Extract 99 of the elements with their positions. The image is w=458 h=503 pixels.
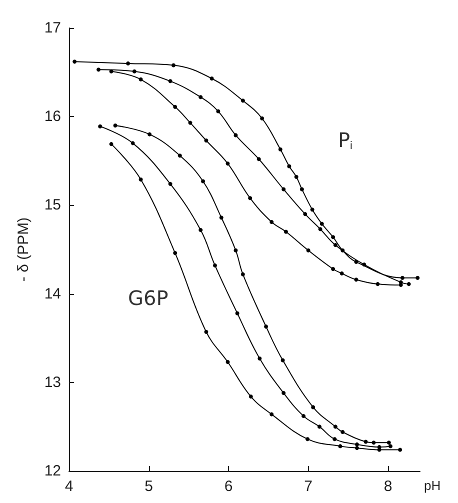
point: [306, 248, 310, 252]
point: [198, 95, 203, 100]
y-tick-label: 15: [44, 196, 61, 214]
point: [148, 132, 152, 136]
point: [320, 222, 324, 226]
point: [318, 227, 322, 232]
point: [377, 448, 382, 452]
point: [306, 437, 310, 442]
point: [235, 311, 240, 316]
y-tick-label: 16: [44, 108, 61, 126]
point: [388, 444, 392, 448]
point: [198, 228, 203, 232]
point: [333, 243, 338, 248]
point: [340, 430, 345, 434]
point: [226, 360, 230, 364]
point: [173, 104, 178, 109]
point: [226, 162, 230, 166]
point: [400, 276, 404, 280]
point: [72, 60, 77, 64]
point: [168, 79, 172, 84]
point: [204, 330, 208, 334]
point: [302, 414, 306, 418]
point: [248, 394, 253, 399]
point: [333, 424, 338, 429]
point: [126, 61, 130, 66]
point: [331, 266, 336, 271]
point: [204, 138, 208, 143]
point: [109, 142, 114, 146]
point: [130, 141, 135, 146]
x-tick-label: 4: [64, 478, 74, 495]
point: [372, 440, 376, 445]
x-tick-label: 7: [304, 478, 312, 495]
point: [376, 282, 380, 286]
point: [354, 260, 358, 264]
point: [113, 123, 118, 128]
point: [132, 69, 136, 74]
point: [172, 63, 176, 68]
point: [248, 196, 252, 200]
point: [386, 440, 391, 445]
annotation: Pi: [338, 128, 353, 152]
point: [332, 437, 337, 442]
point: [260, 116, 264, 120]
point: [258, 356, 262, 360]
y-tick-label: 14: [44, 285, 61, 302]
y-tick-label: 13: [44, 374, 61, 391]
annotation: G6P: [128, 286, 168, 310]
point: [282, 187, 286, 192]
point: [311, 405, 316, 410]
point: [256, 157, 261, 162]
point: [278, 147, 282, 152]
point: [282, 391, 286, 396]
point: [310, 208, 314, 212]
point: [138, 77, 143, 82]
point: [398, 448, 402, 452]
point: [264, 324, 268, 329]
point: [109, 69, 114, 74]
point: [354, 278, 358, 282]
point: [280, 358, 285, 362]
point: [219, 216, 224, 220]
y-axis-title: - δ (PPM): [15, 217, 32, 282]
x-tick-label: 8: [384, 478, 392, 495]
point: [98, 124, 102, 128]
point: [270, 220, 274, 224]
point: [240, 272, 245, 276]
point: [240, 98, 245, 103]
point: [294, 174, 298, 179]
point: [406, 282, 411, 286]
point: [201, 179, 206, 184]
point: [300, 187, 304, 192]
point: [234, 248, 238, 252]
y-tick-label: 17: [44, 20, 61, 36]
point: [338, 444, 342, 448]
point: [138, 178, 143, 182]
y-tick-label: 12: [44, 462, 61, 480]
point: [168, 182, 172, 186]
point: [188, 120, 192, 125]
point: [303, 212, 308, 216]
point: [270, 412, 274, 416]
point: [96, 68, 101, 72]
point: [210, 76, 214, 80]
point: [284, 230, 288, 234]
x-tick-label: 6: [224, 478, 233, 495]
x-axis-title: pH: [424, 478, 441, 493]
point: [340, 248, 345, 252]
point: [234, 133, 238, 138]
x-tick-label: 5: [144, 478, 153, 495]
point: [362, 262, 366, 267]
point: [364, 440, 368, 444]
point: [317, 424, 322, 429]
point: [287, 164, 292, 168]
point: [212, 263, 217, 268]
point: [354, 446, 359, 450]
point: [331, 235, 336, 240]
point: [173, 251, 178, 256]
point: [354, 442, 359, 446]
point: [340, 271, 344, 276]
point: [216, 109, 220, 114]
point: [178, 154, 182, 158]
point: [416, 276, 420, 280]
